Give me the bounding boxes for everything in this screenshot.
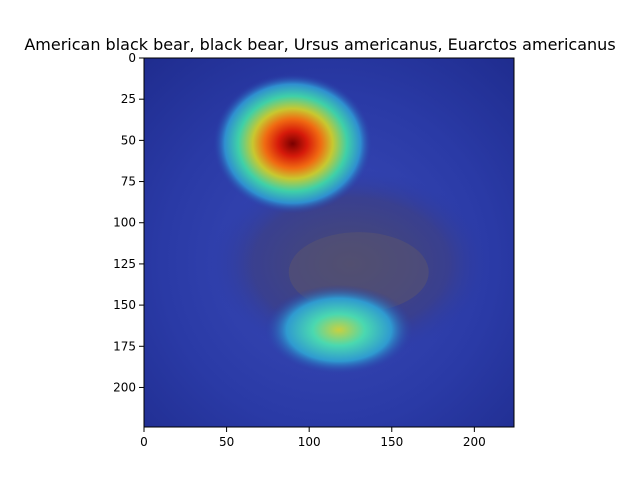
y-tick-label: 125 bbox=[113, 257, 136, 271]
y-tick-label: 200 bbox=[113, 380, 136, 394]
x-tick-label: 100 bbox=[298, 435, 321, 449]
activation-peak-1 bbox=[212, 73, 373, 214]
activation-heatmap-image bbox=[144, 58, 514, 427]
x-tick-label: 0 bbox=[140, 435, 148, 449]
y-tick-label: 100 bbox=[113, 216, 136, 230]
y-tick-label: 75 bbox=[121, 175, 136, 189]
chart-title: American black bear, black bear, Ursus a… bbox=[24, 35, 615, 54]
y-axis: 0 25 50 75 100 125 150 175 200 bbox=[113, 51, 144, 394]
axes-frame bbox=[143, 57, 515, 428]
y-tick-label: 50 bbox=[121, 133, 136, 147]
x-tick-label: 150 bbox=[380, 435, 403, 449]
x-tick-label: 200 bbox=[463, 435, 486, 449]
y-tick-label: 25 bbox=[121, 92, 136, 106]
activation-peak-2 bbox=[263, 284, 414, 375]
x-axis: 0 50 100 150 200 bbox=[140, 427, 486, 449]
x-tick-label: 50 bbox=[219, 435, 234, 449]
y-tick-label: 0 bbox=[128, 51, 136, 65]
y-tick-label: 175 bbox=[113, 339, 136, 353]
y-tick-label: 150 bbox=[113, 298, 136, 312]
